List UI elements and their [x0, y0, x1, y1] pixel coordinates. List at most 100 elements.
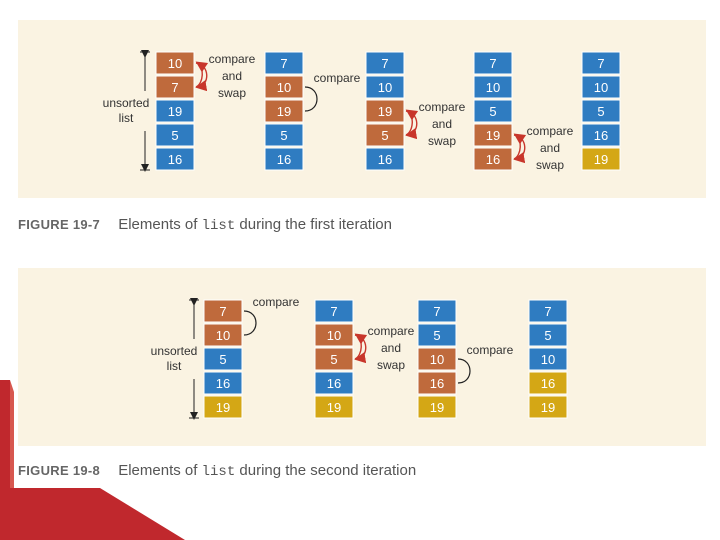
annotation-label: swap	[377, 358, 405, 372]
unsorted-list-label: list	[119, 111, 134, 125]
cell-value: 19	[216, 400, 230, 415]
cell-value: 10	[327, 328, 341, 343]
caption-text-pre: Elements of	[118, 216, 198, 233]
annotation-label: and	[381, 341, 401, 355]
array-cell	[155, 75, 195, 99]
compare-bracket	[304, 86, 318, 112]
caption-text-pre: Elements of	[118, 462, 198, 479]
compare-bracket	[243, 310, 257, 336]
array-cell	[314, 299, 354, 323]
compare-bracket	[457, 358, 471, 384]
annotation-label: compare	[314, 71, 361, 85]
caption-text-post: during the second iteration	[239, 462, 417, 479]
cell-value: 16	[541, 376, 555, 391]
cell-value: 5	[219, 352, 226, 367]
annotation-label: compare	[368, 324, 415, 338]
array-cell	[473, 99, 513, 123]
cell-value: 10	[168, 56, 182, 71]
unsorted-list-label: unsorted	[151, 344, 198, 358]
cell-value: 19	[168, 104, 182, 119]
cell-value: 7	[381, 56, 388, 71]
array-cell	[417, 347, 457, 371]
array-cell	[203, 371, 243, 395]
annotation-label: compare	[419, 100, 466, 114]
array-cell	[581, 51, 621, 75]
array-cell	[528, 323, 568, 347]
cell-value: 7	[544, 304, 551, 319]
annotation-label: and	[432, 117, 452, 131]
cell-value: 7	[171, 80, 178, 95]
cell-value: 19	[594, 152, 608, 167]
swap-arrow	[195, 61, 209, 88]
array-cell	[264, 123, 304, 147]
annotation-label: compare	[253, 295, 300, 309]
annotation-label: compare	[209, 52, 256, 66]
array-cell	[314, 371, 354, 395]
cell-value: 19	[327, 400, 341, 415]
array-cell	[417, 323, 457, 347]
caption-text-post: during the first iteration	[239, 216, 392, 233]
cell-value: 7	[489, 56, 496, 71]
cell-value: 10	[541, 352, 555, 367]
array-cell	[264, 147, 304, 171]
unsorted-list-label: unsorted	[103, 96, 150, 110]
cell-value: 5	[280, 128, 287, 143]
array-cell	[155, 51, 195, 75]
cell-value: 16	[277, 152, 291, 167]
cell-value: 5	[489, 104, 496, 119]
cell-value: 5	[433, 328, 440, 343]
array-cell	[581, 147, 621, 171]
figure-19-7-caption: FIGURE 19-7 Elements of list during the …	[18, 216, 392, 234]
array-cell	[264, 51, 304, 75]
swap-arrow	[513, 133, 527, 160]
annotation-label: and	[222, 69, 242, 83]
cell-value: 16	[594, 128, 608, 143]
cell-value: 19	[486, 128, 500, 143]
cell-value: 16	[378, 152, 392, 167]
caption-code: list	[201, 218, 236, 234]
array-cell	[203, 395, 243, 419]
array-cell	[365, 51, 405, 75]
cell-value: 5	[597, 104, 604, 119]
array-cell	[473, 51, 513, 75]
caption-code: list	[201, 464, 236, 480]
cell-value: 7	[597, 56, 604, 71]
cell-value: 10	[486, 80, 500, 95]
cell-value: 10	[277, 80, 291, 95]
cell-value: 10	[430, 352, 444, 367]
array-cell	[473, 147, 513, 171]
array-cell	[314, 323, 354, 347]
array-cell	[417, 395, 457, 419]
cell-value: 7	[280, 56, 287, 71]
cell-value: 16	[486, 152, 500, 167]
array-cell	[473, 75, 513, 99]
array-cell	[417, 371, 457, 395]
cell-value: 16	[430, 376, 444, 391]
annotation-label: compare	[467, 343, 514, 357]
array-cell	[365, 147, 405, 171]
cell-value: 10	[216, 328, 230, 343]
array-cell	[528, 395, 568, 419]
cell-value: 19	[277, 104, 291, 119]
array-cell	[155, 123, 195, 147]
array-cell	[581, 99, 621, 123]
annotation-label: swap	[218, 86, 246, 100]
array-cell	[528, 371, 568, 395]
cell-value: 10	[594, 80, 608, 95]
array-cell	[365, 99, 405, 123]
cell-value: 7	[433, 304, 440, 319]
cell-value: 7	[219, 304, 226, 319]
cell-value: 5	[171, 128, 178, 143]
annotation-label: compare	[527, 124, 574, 138]
array-cell	[203, 347, 243, 371]
cell-value: 5	[544, 328, 551, 343]
swap-arrow	[354, 333, 368, 360]
cell-value: 5	[381, 128, 388, 143]
figure-19-8-caption: FIGURE 19-8 Elements of list during the …	[18, 462, 416, 480]
array-cell	[417, 299, 457, 323]
array-cell	[528, 347, 568, 371]
figure-number: FIGURE 19-7	[18, 217, 101, 232]
array-cell	[155, 147, 195, 171]
unsorted-list-label: list	[167, 359, 182, 373]
